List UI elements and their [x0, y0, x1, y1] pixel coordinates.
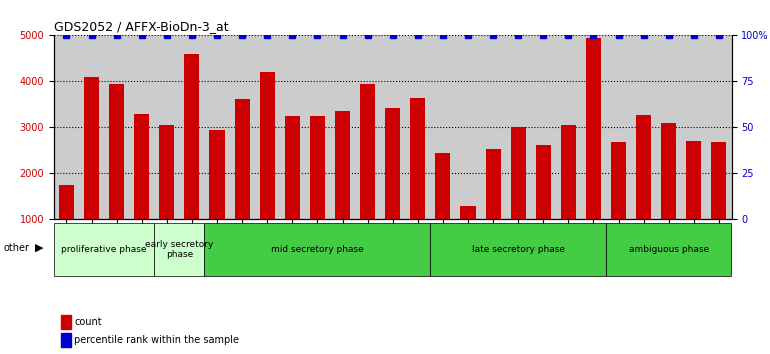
Bar	[335, 111, 350, 266]
Bar	[711, 142, 726, 266]
Text: early secretory
phase: early secretory phase	[146, 240, 213, 259]
FancyBboxPatch shape	[430, 223, 606, 276]
Bar	[611, 142, 626, 266]
Bar	[59, 185, 74, 266]
Bar	[285, 116, 300, 266]
Bar	[209, 130, 225, 266]
Bar	[410, 97, 425, 266]
Text: percentile rank within the sample: percentile rank within the sample	[74, 335, 239, 345]
Bar	[84, 77, 99, 266]
Bar	[259, 72, 275, 266]
Text: GDS2052 / AFFX-BioDn-3_at: GDS2052 / AFFX-BioDn-3_at	[54, 20, 229, 33]
Text: mid secretory phase: mid secretory phase	[271, 245, 363, 254]
Bar	[310, 116, 325, 266]
Bar	[61, 333, 71, 347]
Bar	[435, 153, 450, 266]
Bar	[385, 108, 400, 266]
Bar	[561, 125, 576, 266]
Text: other: other	[4, 243, 30, 253]
Bar	[61, 315, 71, 329]
Bar	[134, 114, 149, 266]
Bar	[109, 84, 124, 266]
Bar	[486, 149, 500, 266]
FancyBboxPatch shape	[205, 223, 430, 276]
Bar	[460, 206, 476, 266]
Bar	[686, 141, 701, 266]
Bar	[636, 115, 651, 266]
FancyBboxPatch shape	[606, 223, 732, 276]
Text: ▶: ▶	[35, 243, 43, 253]
Bar	[184, 54, 199, 266]
Bar	[536, 145, 551, 266]
Text: late secretory phase: late secretory phase	[472, 245, 564, 254]
Bar	[586, 38, 601, 266]
Text: count: count	[74, 317, 102, 327]
Bar	[235, 99, 249, 266]
Bar	[159, 125, 174, 266]
Bar	[511, 127, 526, 266]
Bar	[661, 123, 676, 266]
FancyBboxPatch shape	[54, 223, 154, 276]
Text: ambiguous phase: ambiguous phase	[628, 245, 709, 254]
Bar	[360, 84, 375, 266]
Text: proliferative phase: proliferative phase	[62, 245, 147, 254]
FancyBboxPatch shape	[154, 223, 205, 276]
